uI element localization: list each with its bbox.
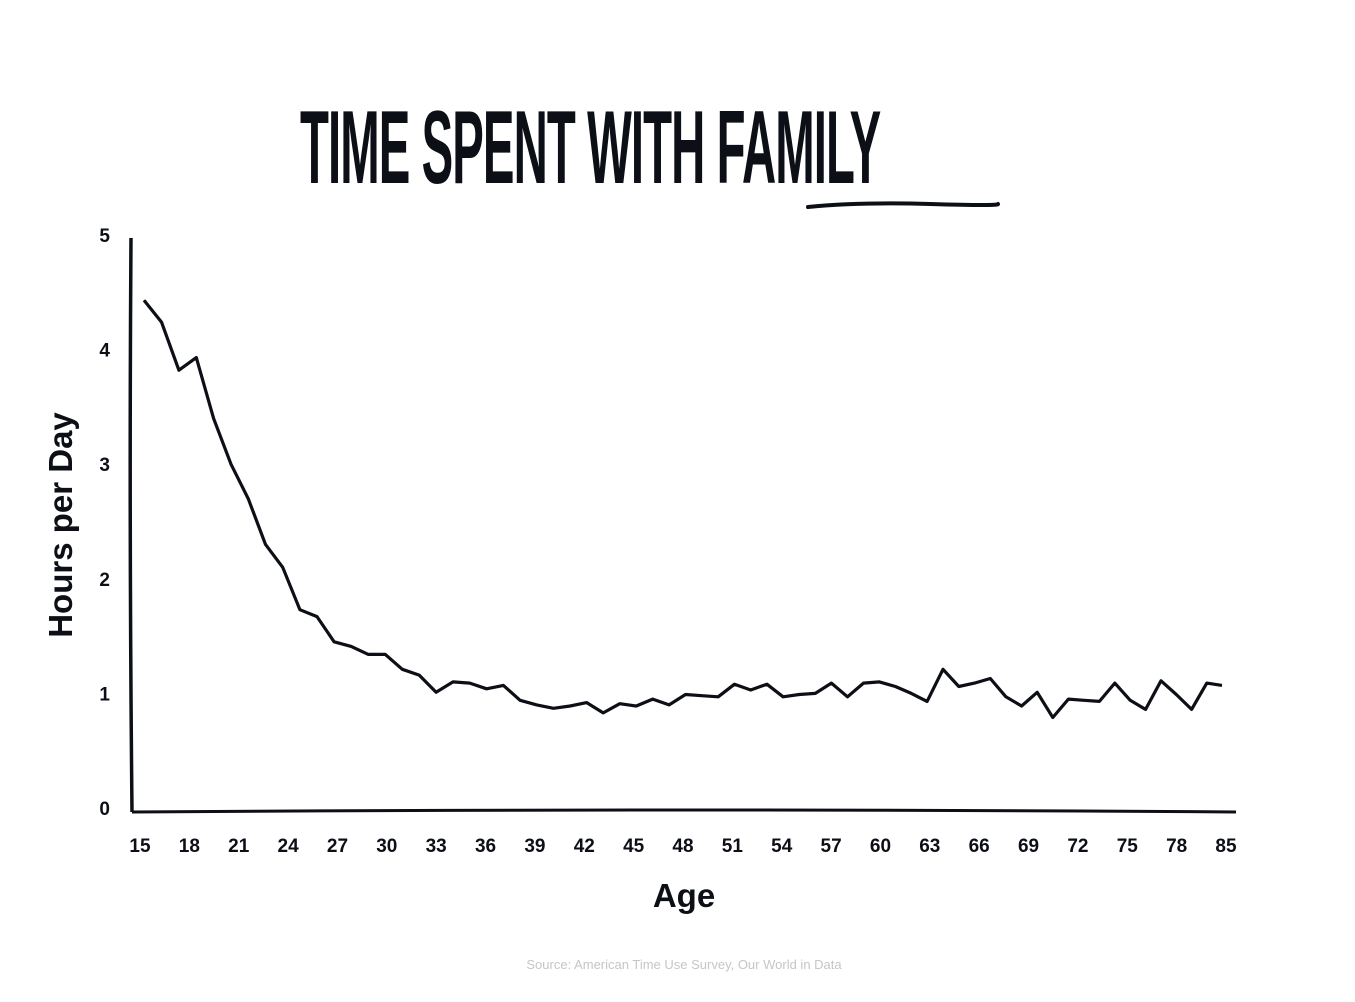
x-tick-label: 33 <box>426 836 447 857</box>
x-tick-label: 63 <box>919 836 940 857</box>
x-tick-label: 30 <box>376 836 397 857</box>
x-tick-label: 36 <box>475 836 496 857</box>
x-axis-line <box>131 808 1237 814</box>
y-tick-label: 1 <box>99 684 110 705</box>
y-tick-label: 5 <box>99 226 110 247</box>
x-tick-label: 69 <box>1018 836 1039 857</box>
x-tick-label: 39 <box>524 836 545 857</box>
x-tick-label: 72 <box>1067 836 1088 857</box>
title-emphasis: FAMILY <box>716 90 882 206</box>
source-note: Source: American Time Use Survey, Our Wo… <box>526 957 842 972</box>
x-tick-label: 15 <box>129 836 151 857</box>
title-main: TIME SPENT WITH <box>300 90 717 206</box>
x-tick-label: 18 <box>179 836 200 857</box>
x-axis-label: Age <box>653 877 715 914</box>
x-tick-label: 27 <box>327 836 348 857</box>
x-tick-label: 42 <box>574 836 595 857</box>
x-tick-label: 45 <box>623 836 645 857</box>
y-tick-label: 4 <box>99 341 110 362</box>
x-tick-label: 54 <box>771 836 793 857</box>
x-tick-label: 75 <box>1117 836 1139 857</box>
x-tick-label: 21 <box>228 836 250 857</box>
x-tick-label: 51 <box>722 836 744 857</box>
y-tick-label: 2 <box>99 570 110 591</box>
x-tick-label: 60 <box>870 836 891 857</box>
x-tick-label: 48 <box>672 836 693 857</box>
y-tick-label: 3 <box>99 455 110 476</box>
y-tick-label: 0 <box>99 799 110 820</box>
y-axis-label: Hours per Day <box>42 412 79 638</box>
title-underline <box>806 201 1001 209</box>
x-tick-label: 24 <box>278 836 300 857</box>
x-tick-label: 57 <box>821 836 842 857</box>
chart-title: TIME SPENT WITH FAMILY <box>300 96 1000 206</box>
series-line <box>142 299 1223 720</box>
x-tick-label: 78 <box>1166 836 1187 857</box>
x-tick-label: 66 <box>969 836 990 857</box>
x-tick-label: 85 <box>1215 836 1237 857</box>
y-axis-line <box>128 237 134 813</box>
